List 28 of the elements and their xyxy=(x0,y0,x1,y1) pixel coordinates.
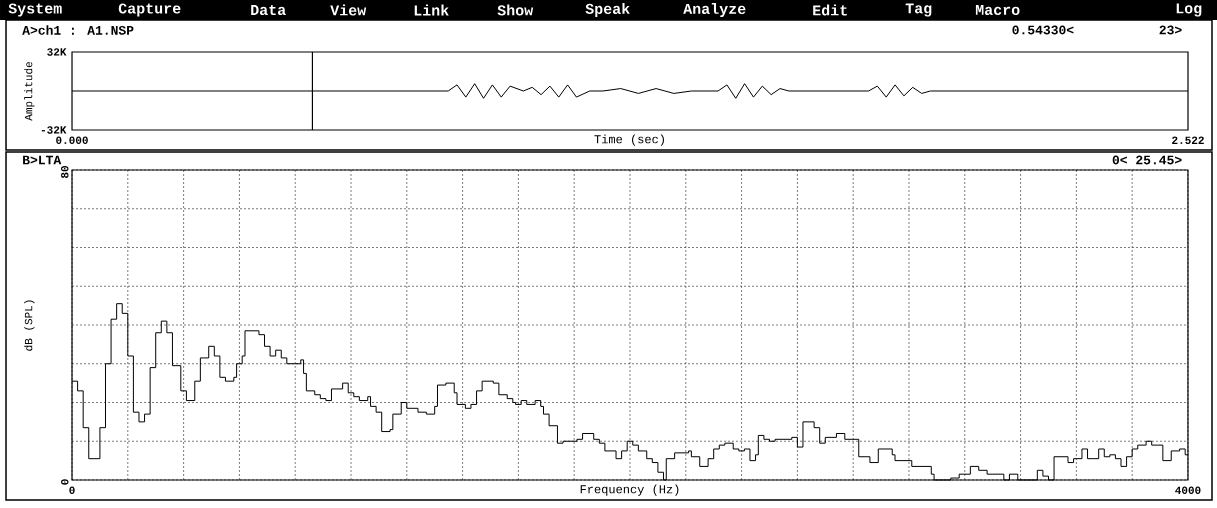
chart-title: B>LTA xyxy=(23,155,62,165)
text: Macro xyxy=(975,4,1020,15)
text: Tag xyxy=(905,3,932,17)
y-tick-label: 80 xyxy=(61,166,69,179)
x-axis-title: Frequency (Hz) xyxy=(580,484,679,496)
x-tick-label: 0.000 xyxy=(56,136,88,144)
chart-title: A>ch1 : A1.NSP xyxy=(22,25,134,35)
text: Log xyxy=(1176,3,1202,17)
text: 0.54330< xyxy=(1012,25,1074,35)
text: System xyxy=(8,3,62,17)
y-tick-label: 32K xyxy=(47,48,67,56)
text: Show xyxy=(497,4,534,16)
text: Analyze xyxy=(683,3,746,17)
x-axis-title: Time (sec) xyxy=(594,134,664,146)
text: View xyxy=(330,4,367,16)
x-tick-label: 2.522 xyxy=(1172,136,1204,144)
text: Data xyxy=(251,4,286,16)
text: 0< 25.45> xyxy=(1112,155,1182,165)
text: Speak xyxy=(585,3,630,17)
y-tick-label: 0 xyxy=(61,479,69,485)
text: Link xyxy=(414,4,449,16)
y-tick-label: -32K xyxy=(41,126,67,134)
text: Capture xyxy=(118,3,181,17)
text: 23> xyxy=(1159,25,1182,35)
y-axis-title: Amplitude xyxy=(24,62,35,121)
text: Edit xyxy=(813,4,847,16)
y-axis-title: dB (SPL) xyxy=(24,300,35,351)
x-tick-label: 4000 xyxy=(1175,486,1201,494)
